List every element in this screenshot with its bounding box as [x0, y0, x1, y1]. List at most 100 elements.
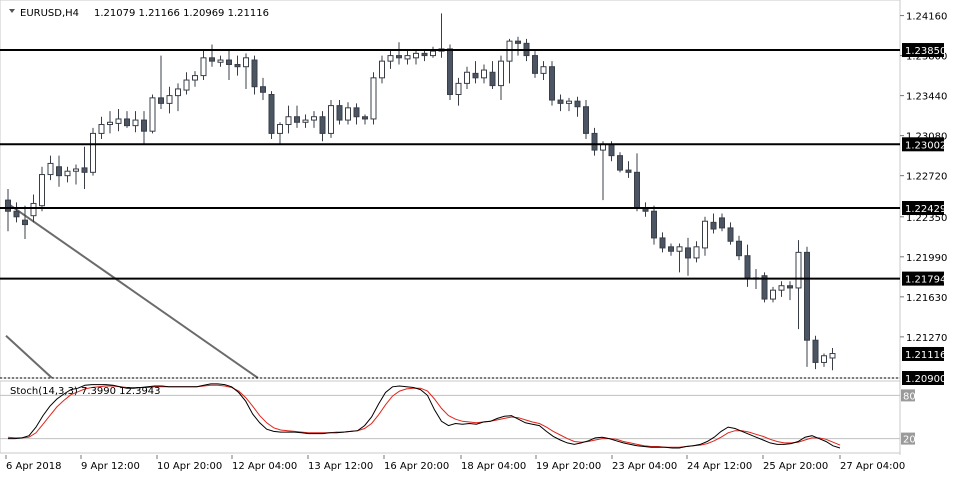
bear-candle-body [659, 237, 666, 249]
bear-candle-body [22, 219, 28, 226]
chart-header: EURUSD,H4 1.21079 1.21166 1.20969 1.2111… [9, 8, 269, 19]
candle [778, 281, 785, 297]
time-tick-label: 18 Apr 04:00 [461, 461, 526, 472]
bull-candle-body [285, 116, 292, 126]
bear-candle-body [260, 86, 266, 93]
candle [566, 97, 572, 112]
bear-candle-body [141, 119, 147, 132]
bear-candle-body [608, 144, 615, 157]
time-tick-label: 24 Apr 12:00 [687, 461, 752, 472]
candle [532, 51, 538, 78]
stochastic-label: Stoch(14,3,3) 7.3990 12.3943 [10, 386, 161, 397]
bull-candle-body [107, 121, 113, 126]
candle [702, 216, 708, 256]
bear-candle-body [5, 199, 11, 212]
level-price-tag [902, 271, 944, 286]
candle [124, 111, 130, 128]
bull-candle-body [481, 69, 487, 79]
level-price-tags: 1.23850 1.23002 1.22429 1.21794 1.20900 1.211… [902, 43, 946, 385]
bear-candle-body [804, 251, 810, 341]
candle [396, 42, 402, 65]
bull-candle-body [30, 202, 37, 217]
price-tick-label: 1.21630 [906, 293, 947, 304]
candle [260, 77, 266, 101]
candle [47, 155, 54, 181]
bear-candle-body [56, 166, 62, 177]
candle [591, 127, 598, 156]
bull-candle-body [795, 251, 802, 289]
bear-candle-body [353, 107, 360, 118]
horizontal-levels [0, 49, 900, 379]
candle [455, 77, 462, 106]
time-tick-label: 23 Apr 04:00 [612, 461, 677, 472]
bull-candle-body [413, 52, 419, 59]
candle [158, 55, 164, 109]
bear-candle-body [209, 57, 215, 62]
dropdown-triangle-icon[interactable] [9, 9, 15, 13]
bull-candle-body [566, 100, 572, 104]
time-tick-label: 10 Apr 20:00 [157, 461, 222, 472]
descending-trend-line[interactable] [5, 201, 259, 379]
bull-candle-body [328, 105, 334, 134]
candle [141, 111, 147, 145]
candle [277, 122, 283, 145]
bear-candle-body [761, 275, 768, 300]
bull-candle-body [73, 168, 79, 172]
candle [285, 105, 292, 134]
bear-candle-body [727, 227, 734, 242]
candle [736, 235, 742, 261]
descending-trend-line[interactable] [5, 335, 53, 379]
stochastic-level-label: 80 [903, 391, 916, 402]
current-price-label: 1.21116 [905, 350, 946, 361]
candle [73, 164, 79, 185]
stochastic-panel[interactable] [0, 380, 901, 454]
bear-candle-body [447, 48, 453, 95]
bear-candle-body [787, 285, 793, 289]
price-tick-label: 1.23080 [906, 132, 947, 143]
bull-candle-body [302, 119, 309, 123]
bear-candle-body [421, 52, 428, 57]
candle [651, 205, 657, 245]
candle [175, 83, 181, 112]
time-axis-ticks: 6 Apr 2018 9 Apr 12:00 10 Apr 20:00 12 Apr … [5, 455, 905, 472]
bear-candle-body [489, 71, 496, 87]
candle [625, 161, 632, 178]
candle [574, 96, 581, 117]
candle [498, 55, 504, 101]
bull-candle-body [387, 55, 394, 62]
candle [829, 347, 836, 371]
time-tick-label: 25 Apr 20:00 [763, 461, 828, 472]
bear-candle-body [583, 106, 589, 134]
bull-candle-body [200, 57, 207, 77]
bear-candle-body [158, 97, 164, 104]
bear-candle-body [362, 116, 368, 120]
bull-candle-body [770, 289, 776, 300]
bear-candle-body [574, 100, 581, 108]
time-tick-label: 9 Apr 12:00 [81, 461, 140, 472]
candle [217, 55, 224, 67]
ohlc-label: 1.21079 1.21166 1.20969 1.21116 [94, 8, 269, 19]
candle [362, 114, 368, 125]
time-tick-label: 12 Apr 04:00 [232, 461, 297, 472]
bull-candle-body [404, 55, 411, 60]
bear-candle-body [81, 167, 88, 173]
candle [447, 44, 453, 101]
price-tick-label: 1.23800 [906, 52, 947, 63]
price-tick-label: 1.23440 [906, 92, 947, 103]
candle [472, 61, 479, 84]
bull-candle-body [430, 50, 436, 57]
candle [659, 232, 666, 253]
candle [56, 155, 62, 187]
bear-candle-body [234, 63, 241, 68]
bear-candle-body [13, 210, 20, 218]
level-price-label: 1.22429 [905, 204, 946, 215]
bear-candle-body [557, 99, 564, 104]
candle [183, 72, 190, 95]
candle [770, 286, 776, 303]
bull-candle-body [149, 97, 156, 132]
level-price-label: 1.23850 [905, 46, 946, 57]
bear-candle-body [124, 118, 130, 127]
candle [668, 243, 674, 256]
